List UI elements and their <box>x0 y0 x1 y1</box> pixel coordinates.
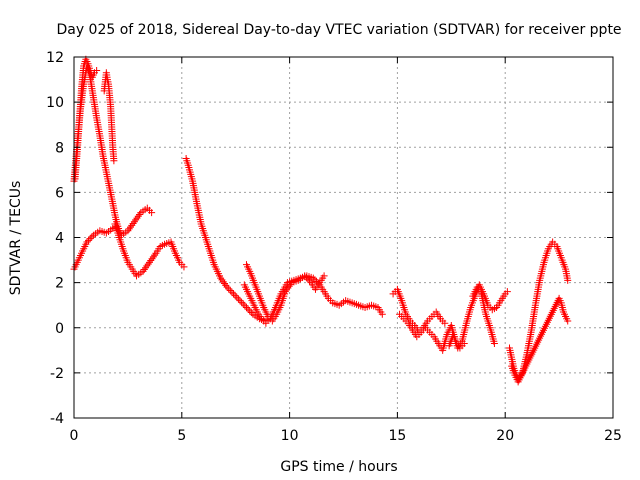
y-tick-label: 2 <box>55 276 64 292</box>
series-trace-m <box>506 238 572 384</box>
series-trace-h <box>240 281 270 327</box>
series-trace-e <box>111 220 188 280</box>
y-tick-label: 6 <box>55 185 64 201</box>
data-point-markers <box>508 294 572 386</box>
y-tick-label: -2 <box>50 366 64 382</box>
data-point-markers <box>100 69 118 165</box>
x-axis-label: GPS time / hours <box>280 459 397 475</box>
series-trace-l <box>469 283 498 348</box>
x-tick-label: 0 <box>70 428 79 444</box>
data-point-markers <box>469 283 498 348</box>
y-axis-label: SDTVAR / TECUs <box>8 181 24 296</box>
axis-ticks <box>73 56 614 419</box>
data-point-markers <box>111 220 188 280</box>
series-trace-g <box>242 261 328 325</box>
y-tick-label: 4 <box>55 231 64 247</box>
y-tick-label: 0 <box>55 321 64 337</box>
chart-title: Day 025 of 2018, Sidereal Day-to-day VTE… <box>56 22 621 38</box>
x-tick-label: 5 <box>177 428 186 444</box>
series-trace-i <box>389 285 449 336</box>
data-point-markers <box>506 238 572 384</box>
data-points <box>70 55 572 386</box>
x-tick-label: 25 <box>604 428 622 444</box>
tick-labels: 0 5 10 15 20 25 -4 -2 0 2 4 6 8 10 12 <box>46 50 622 444</box>
y-tick-label: -4 <box>50 411 64 427</box>
x-tick-label: 20 <box>496 428 514 444</box>
grid-lines <box>74 57 613 418</box>
y-tick-label: 10 <box>46 95 64 111</box>
y-tick-label: 8 <box>55 140 64 156</box>
series-trace-n <box>508 294 572 386</box>
x-tick-label: 15 <box>388 428 406 444</box>
data-point-markers <box>242 261 328 325</box>
series-trace-d <box>100 69 118 165</box>
data-point-markers <box>389 285 449 336</box>
data-point-markers <box>240 281 270 327</box>
y-tick-label: 12 <box>46 50 64 66</box>
x-tick-label: 10 <box>281 428 299 444</box>
